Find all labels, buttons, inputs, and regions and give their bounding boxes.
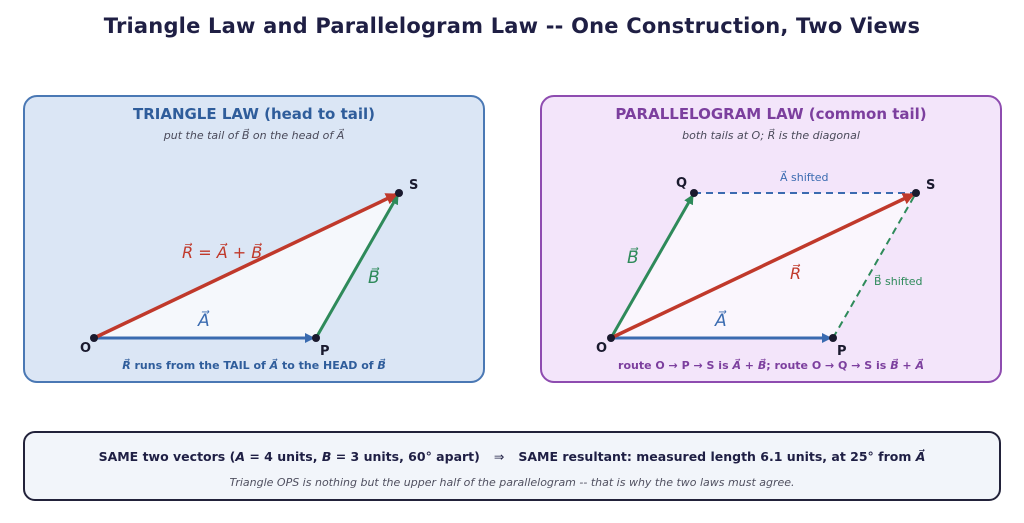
triangle-law-subtitle: put the tail of B⃗ on the head of A⃗	[25, 129, 483, 142]
triangle-law-figure: O P S A⃗ B⃗ R⃗ = A⃗ + B⃗	[80, 178, 418, 359]
summary-text: = 4 units,	[245, 449, 322, 464]
label-o: O	[80, 341, 91, 356]
subtitle-text: both tails at O;	[682, 129, 768, 142]
footer-text: to the HEAD of	[278, 359, 378, 372]
footer-text: ; route O → Q → S is	[766, 359, 891, 372]
point-o	[607, 334, 615, 342]
footer-vector-a: A⃗	[269, 359, 279, 372]
subtitle-vector-b: B⃗	[241, 129, 250, 142]
resultant-r-diagonal	[610, 192, 915, 340]
label-s: S	[409, 178, 418, 193]
parallelogram-law-figure: O P Q S A⃗ B⃗ R⃗ A⃗ shifted B⃗ shifted	[596, 170, 935, 359]
summary-text: SAME resultant: measured length 6.1 unit…	[518, 449, 916, 464]
page-title: Triangle Law and Parallelogram Law -- On…	[103, 14, 921, 38]
summary-statement: SAME two vectors (A = 4 units, B = 3 uni…	[25, 449, 999, 464]
summary-symbol-b: B	[321, 449, 332, 464]
footer-vector-r: R⃗	[122, 359, 131, 372]
triangle-law-heading: TRIANGLE LAW (head to tail)	[132, 105, 376, 123]
label-p: P	[837, 344, 847, 359]
footer-sum-b-a: B⃗ + A⃗	[890, 359, 924, 372]
summary-box: SAME two vectors (A = 4 units, B = 3 uni…	[23, 431, 1001, 501]
parallelogram-law-footer: route O → P → S is A⃗ + B⃗; route O → Q …	[542, 359, 1000, 372]
subtitle-text: on the head of	[249, 129, 337, 142]
point-o	[90, 334, 98, 342]
label-a-shifted: A⃗ shifted	[780, 170, 829, 184]
point-s	[395, 189, 403, 197]
label-resultant-r: R⃗	[790, 263, 801, 283]
vector-b-arrow	[314, 194, 400, 339]
point-p	[312, 334, 320, 342]
label-vector-b: B⃗	[627, 246, 639, 268]
label-vector-a: A⃗	[197, 309, 210, 331]
label-p: P	[320, 344, 330, 359]
footer-sum-a-b: A⃗ + B⃗	[732, 359, 767, 372]
vector-b-arrow	[609, 194, 695, 339]
summary-text: = 3 units, 60° apart)	[331, 449, 480, 464]
label-q: Q	[676, 176, 687, 191]
summary-symbol-a: A	[235, 449, 245, 464]
point-q	[690, 189, 698, 197]
subtitle-vector-r: R⃗	[767, 129, 776, 142]
implies-arrow-icon: ⇒	[493, 449, 505, 464]
subtitle-vector-a: A⃗	[336, 129, 345, 142]
footer-text: route O → P → S is	[618, 359, 733, 372]
label-resultant-formula: R⃗ = A⃗ + B⃗	[182, 242, 262, 262]
label-vector-b: B⃗	[368, 266, 380, 288]
label-vector-a: A⃗	[714, 309, 727, 331]
footer-text: runs from the TAIL of	[130, 359, 270, 372]
subtitle-text: is the diagonal	[775, 129, 860, 142]
vector-b-shifted-dashed	[832, 192, 917, 339]
parallelogram-law-subtitle: both tails at O; R⃗ is the diagonal	[542, 129, 1000, 142]
parallelogram-law-heading: PARALLELOGRAM LAW (common tail)	[615, 105, 927, 123]
footer-vector-b: B⃗	[377, 359, 386, 372]
resultant-r-arrow	[93, 192, 398, 340]
label-o: O	[596, 341, 607, 356]
point-p	[829, 334, 837, 342]
point-s	[912, 189, 920, 197]
summary-vector-a: A⃗	[915, 449, 926, 464]
summary-text: SAME two vectors (	[98, 449, 236, 464]
triangle-law-footer: R⃗ runs from the TAIL of A⃗ to the HEAD …	[25, 359, 483, 372]
label-b-shifted: B⃗ shifted	[874, 274, 923, 288]
subtitle-text: put the tail of	[163, 129, 242, 142]
label-s: S	[926, 178, 935, 193]
summary-note: Triangle OPS is nothing but the upper ha…	[229, 476, 795, 489]
